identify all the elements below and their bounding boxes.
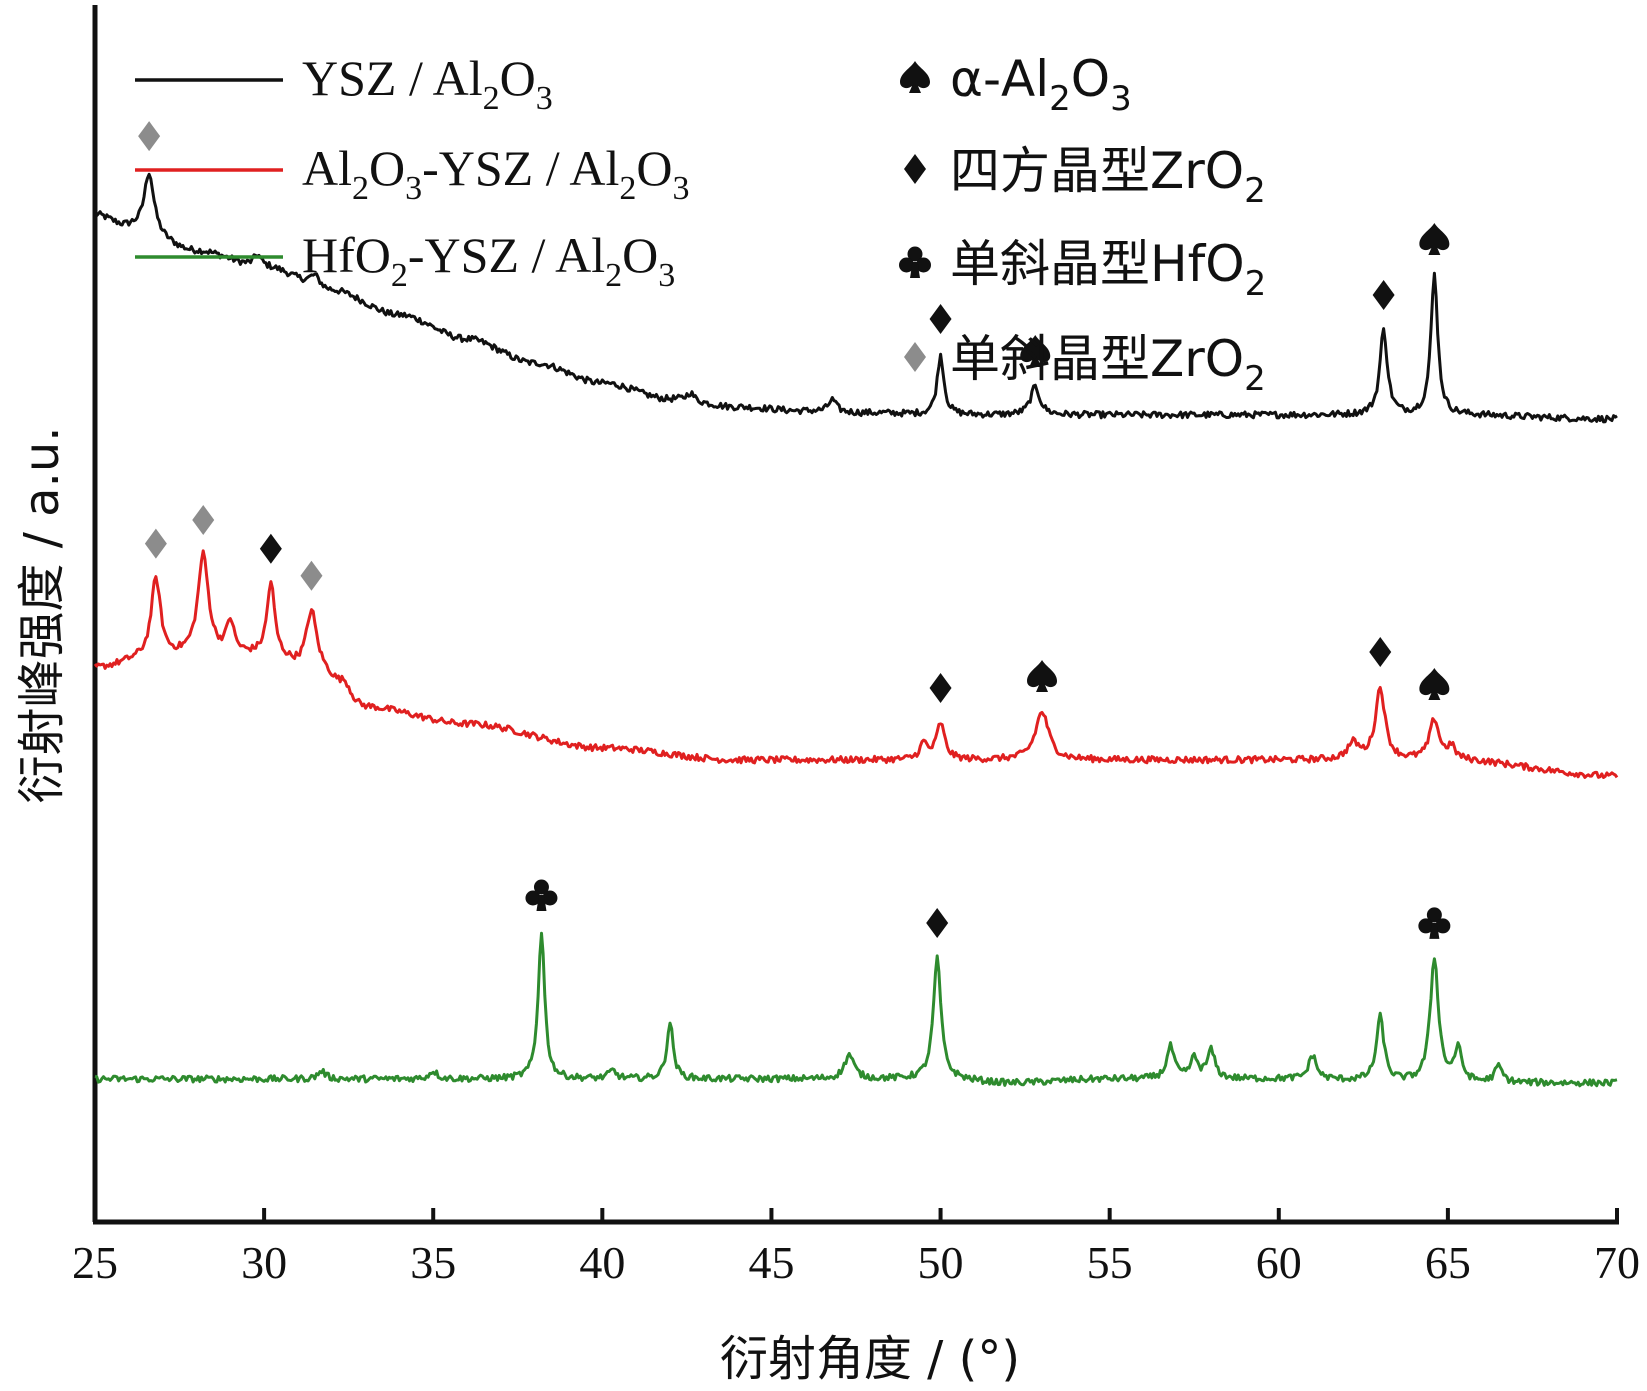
y-axis-title: 衍射峰强度 / a.u.	[14, 426, 70, 803]
x-tick-label: 25	[72, 1237, 118, 1288]
phase-legend-label: 单斜晶型ZrO2	[950, 330, 1266, 399]
series-line	[94, 931, 1618, 1088]
peak-marker-diamond-gray	[138, 121, 161, 152]
x-tick-label: 30	[241, 1237, 287, 1288]
phase-legend-label: 四方晶型ZrO2	[950, 142, 1266, 211]
peak-marker-diamond-black	[929, 304, 952, 334]
legend-marker-spade	[900, 61, 930, 93]
x-tick-label: 40	[579, 1237, 625, 1288]
peak-marker-spade	[1027, 660, 1058, 692]
peak-marker-diamond-black	[259, 533, 282, 564]
x-axis-title: 衍射角度 / (°)	[720, 1331, 1020, 1387]
legend-marker-diamond-black	[904, 154, 926, 184]
phase-legend-label: 单斜晶型HfO2	[950, 235, 1266, 304]
peak-marker-diamond-gray	[300, 560, 323, 591]
peak-marker-diamond-black	[1369, 637, 1392, 667]
peak-marker-spade	[1020, 335, 1051, 367]
peak-marker-diamond-gray	[192, 505, 215, 535]
peak-marker-diamond-black	[929, 673, 952, 703]
x-tick-label: 70	[1594, 1237, 1640, 1288]
x-tick-label: 50	[918, 1237, 964, 1288]
peak-markers	[138, 121, 1451, 939]
phase-legend: α-Al2O3 四方晶型ZrO2 单斜晶型HfO2 单斜晶型ZrO2	[899, 50, 1266, 399]
peak-marker-spade	[1419, 668, 1450, 700]
legend-marker-diamond-gray	[904, 342, 926, 372]
legend-label: YSZ / Al2O3	[302, 50, 553, 117]
legend: YSZ / Al2O3 Al2O3-YSZ / Al2O3 HfO2-YSZ / A…	[135, 50, 689, 294]
series-line	[93, 172, 1618, 424]
phase-legend-label: α-Al2O3	[950, 50, 1132, 119]
peak-marker-spade	[1419, 223, 1450, 255]
peak-marker-club	[1418, 907, 1451, 939]
x-tick-label: 55	[1087, 1237, 1133, 1288]
x-tick-label: 45	[748, 1237, 794, 1288]
series-line	[93, 549, 1619, 779]
x-tick-label: 60	[1256, 1237, 1302, 1288]
legend-label: HfO2-YSZ / Al2O3	[302, 227, 675, 294]
legend-marker-club	[899, 246, 931, 278]
peak-marker-diamond-black	[926, 908, 949, 938]
series-curves	[93, 172, 1619, 1088]
x-ticks: 25 30 35 40 45 50 55 60 65 70	[72, 1208, 1640, 1288]
x-tick-label: 35	[410, 1237, 456, 1288]
x-tick-label: 65	[1425, 1237, 1471, 1288]
legend-label: Al2O3-YSZ / Al2O3	[302, 140, 689, 207]
peak-marker-club	[525, 879, 558, 911]
peak-marker-diamond-black	[1372, 280, 1395, 310]
peak-marker-diamond-gray	[144, 528, 167, 559]
